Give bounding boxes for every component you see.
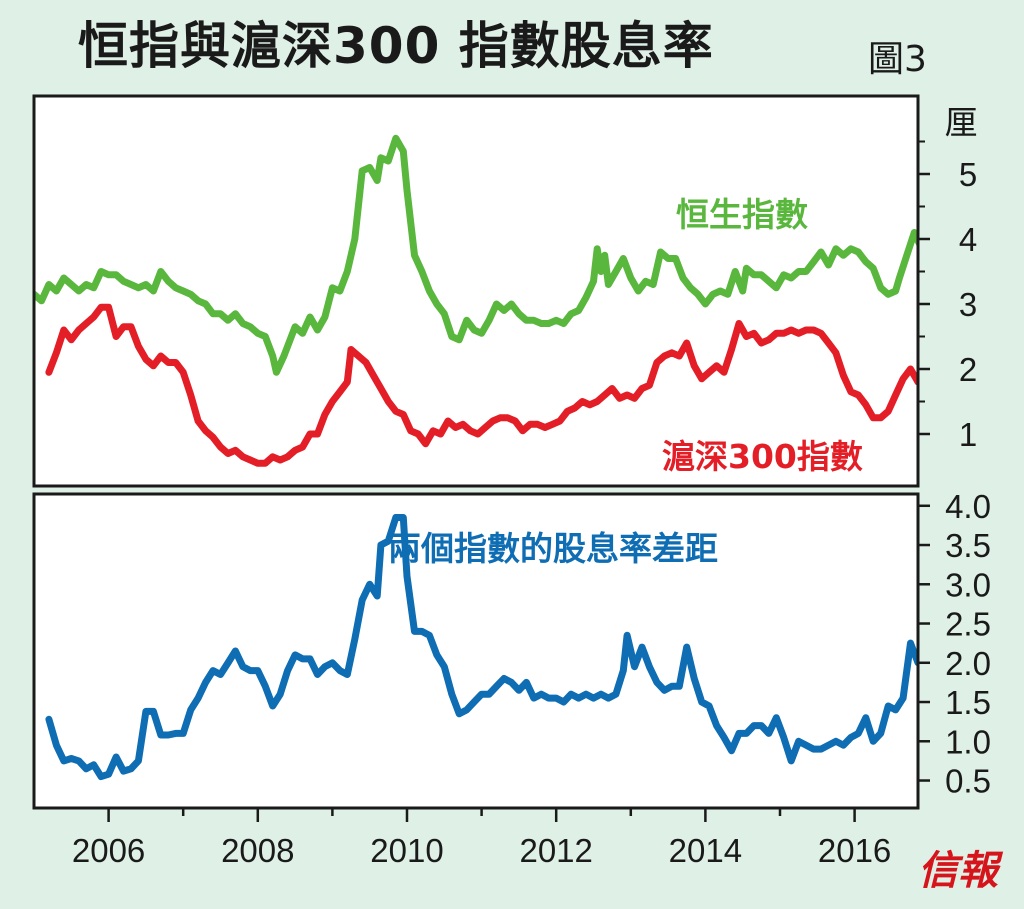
bottom-y-tick-label: 2.5 <box>945 606 991 643</box>
bottom-y-tick-label: 4.0 <box>945 488 991 525</box>
bottom-panel-background <box>34 494 918 808</box>
x-tick-label: 2010 <box>370 832 443 869</box>
top-y-tick-label: 2 <box>959 351 977 388</box>
series-line-spread <box>45 514 918 781</box>
top-panel-frame <box>32 94 920 488</box>
top-y-tick-label: 3 <box>959 286 977 323</box>
bottom-y-tick-label: 3.0 <box>945 566 991 603</box>
top-panel-background <box>34 96 918 486</box>
x-tick-label: 2012 <box>519 832 592 869</box>
series-line-hsi <box>34 134 918 376</box>
series-label-hsi: 恒生指數 <box>676 195 808 234</box>
x-tick-label: 2016 <box>818 832 891 869</box>
x-tick-label: 2008 <box>221 832 294 869</box>
top-y-tick-label: 1 <box>959 416 977 453</box>
series-label-spread: 兩個指數的股息率差距 <box>388 529 718 568</box>
series-label-csi: 滬深300指數 <box>662 437 863 476</box>
bottom-y-tick-label: 2.0 <box>945 645 991 682</box>
bottom-y-tick-label: 0.5 <box>945 763 991 800</box>
publisher-logo: 信報 <box>918 847 998 894</box>
x-tick-label: 2006 <box>72 832 145 869</box>
bottom-panel-frame <box>32 492 920 810</box>
top-y-tick-label: 5 <box>959 156 977 193</box>
series-line-csi <box>45 303 918 467</box>
bottom-y-tick-label: 3.5 <box>945 527 991 564</box>
bottom-y-tick-label: 1.0 <box>945 723 991 760</box>
y-unit-label: 厘 <box>945 103 978 142</box>
chart-title: 恒指與滬深300 指數股息率 <box>78 17 714 75</box>
figure-number-label: 圖3 <box>868 39 927 80</box>
top-y-tick-label: 4 <box>959 221 977 258</box>
x-tick-label: 2014 <box>669 832 742 869</box>
bottom-y-tick-label: 1.5 <box>945 684 991 721</box>
